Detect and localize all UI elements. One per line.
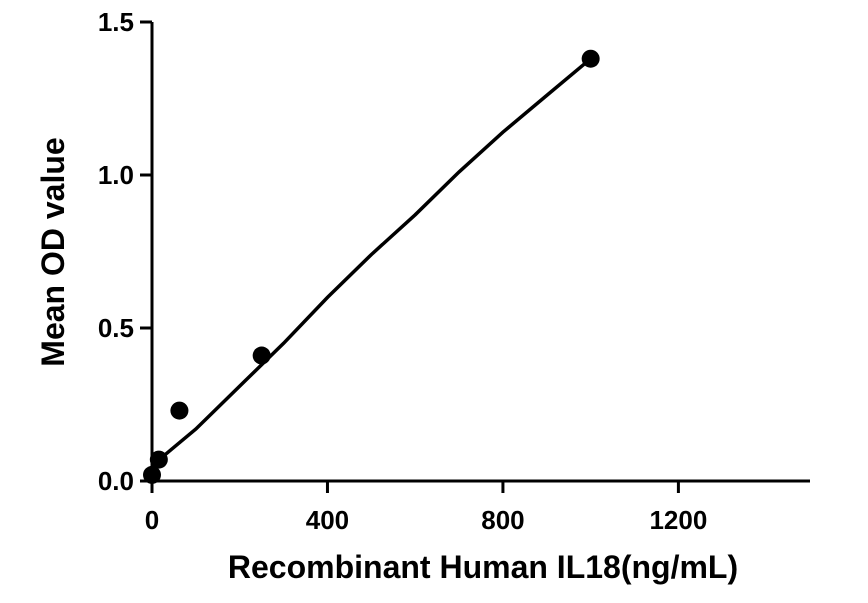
- x-axis-title: Recombinant Human IL18(ng/mL): [228, 549, 738, 585]
- data-point: [252, 346, 271, 365]
- y-tick-label: 1.5: [98, 7, 134, 37]
- x-tick-label: 800: [481, 505, 524, 535]
- y-tick-label: 0.0: [98, 466, 134, 496]
- x-tick-label: 400: [306, 505, 349, 535]
- data-point: [170, 401, 189, 420]
- data-point: [149, 450, 168, 469]
- data-point: [581, 49, 600, 68]
- y-tick-label: 0.5: [98, 313, 134, 343]
- y-axis-title: Mean OD value: [35, 137, 71, 366]
- fit-curve: [150, 57, 592, 468]
- y-tick-label: 1.0: [98, 160, 134, 190]
- x-tick-label: 0: [145, 505, 159, 535]
- data-point: [143, 465, 161, 484]
- plot-area: 0.0 0.5 1.0 1.5 0 400 800 1200: [98, 7, 810, 535]
- x-tick-label: 1200: [649, 505, 707, 535]
